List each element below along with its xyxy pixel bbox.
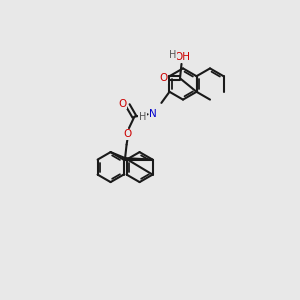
Text: OH: OH bbox=[175, 52, 191, 62]
Text: O: O bbox=[118, 99, 127, 109]
Text: O: O bbox=[123, 129, 132, 139]
Text: H: H bbox=[139, 112, 146, 122]
Text: O: O bbox=[159, 73, 167, 83]
Text: H: H bbox=[169, 50, 177, 60]
Text: N: N bbox=[149, 109, 157, 119]
